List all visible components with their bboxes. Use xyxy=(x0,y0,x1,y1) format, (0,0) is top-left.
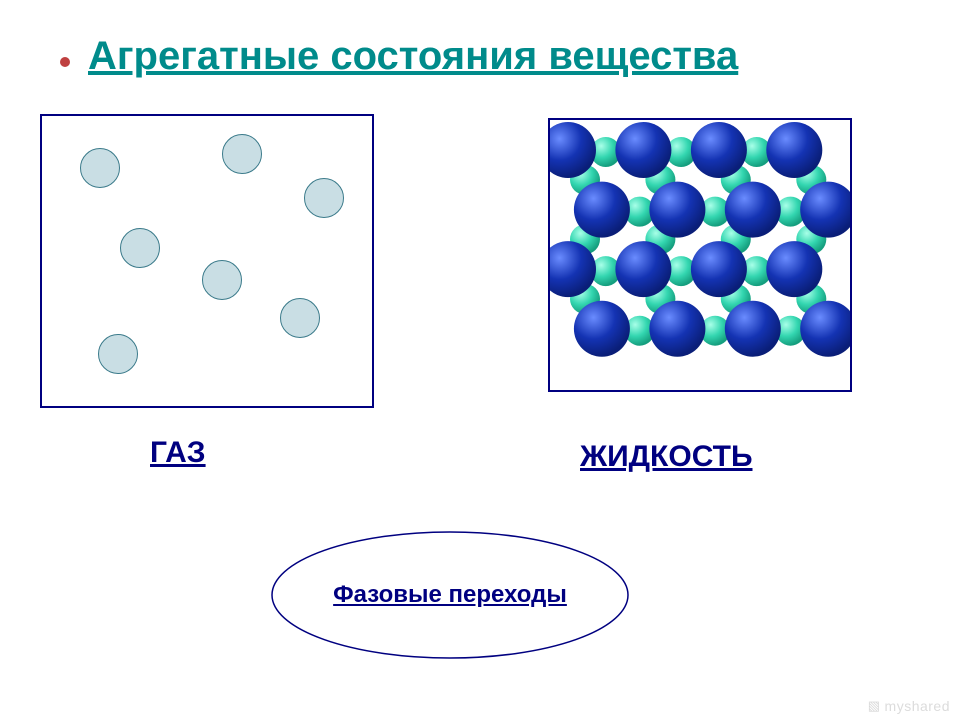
gas-particle xyxy=(80,148,120,188)
phase-transitions-label[interactable]: Фазовые переходы xyxy=(270,530,630,660)
gas-particle xyxy=(222,134,262,174)
presentation-icon: ▧ xyxy=(868,698,881,714)
liquid-label[interactable]: ЖИДКОСТЬ xyxy=(580,440,753,474)
slide: Агрегатные состояния вещества ГАЗ ЖИДКОС… xyxy=(0,0,960,720)
gas-particle xyxy=(98,334,138,374)
title-row: Агрегатные состояния вещества xyxy=(60,34,738,79)
watermark-text: myshared xyxy=(885,698,950,714)
watermark: ▧ myshared xyxy=(868,698,950,714)
liquid-molecules xyxy=(550,120,850,390)
gas-particle xyxy=(280,298,320,338)
gas-particle xyxy=(304,178,344,218)
liquid-box xyxy=(548,118,852,392)
phase-transitions-ellipse[interactable]: Фазовые переходы xyxy=(270,530,630,660)
gas-label[interactable]: ГАЗ xyxy=(150,436,206,470)
bullet-icon xyxy=(60,57,70,67)
gas-particle xyxy=(120,228,160,268)
gas-box xyxy=(40,114,374,408)
gas-particle xyxy=(202,260,242,300)
slide-title: Агрегатные состояния вещества xyxy=(88,34,738,79)
